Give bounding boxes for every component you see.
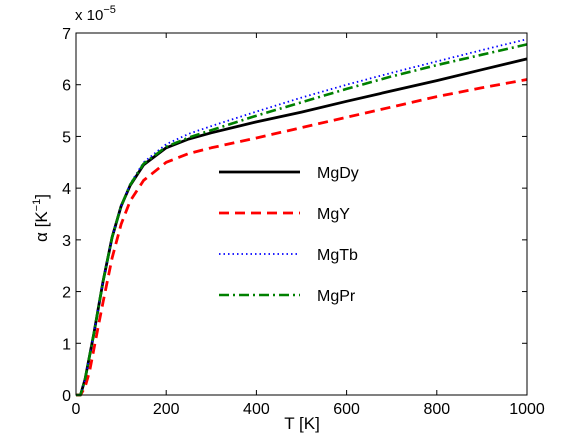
y-tick-label: 6	[62, 78, 71, 95]
y-axis-label-close: ]	[32, 194, 51, 199]
legend-label-mgy: MgY	[317, 206, 350, 223]
legend-label-mgdy: MgDy	[317, 165, 359, 182]
legend-label-mgtb: MgTb	[317, 247, 358, 264]
plot-frame	[75, 32, 528, 396]
x-axis-label: T [K]	[284, 414, 320, 433]
x-tick-label: 200	[153, 401, 180, 418]
legend: MgDy MgY MgTb MgPr	[219, 165, 359, 305]
series-line-mgpr	[76, 43, 528, 397]
y-tick-label: 7	[62, 26, 71, 43]
x-tick-label: 1000	[509, 401, 545, 418]
y-axis-label: α [K−1]	[31, 194, 51, 242]
plot-background	[76, 33, 527, 395]
y-axis-label-main: α [K	[32, 211, 51, 242]
axis-exponent-power: −5	[103, 4, 116, 16]
x-tick-label: 400	[243, 401, 270, 418]
y-tick-label: 3	[62, 233, 71, 250]
x-tick-label: 600	[333, 401, 360, 418]
y-tick-label: 2	[62, 285, 71, 302]
y-axis-label-exponent: −1	[31, 199, 43, 212]
y-tick-label: 0	[62, 388, 71, 405]
x-tick-label: 0	[72, 401, 81, 418]
y-tick-label: 5	[62, 129, 71, 146]
plot-area	[76, 33, 527, 395]
axis-exponent-base: x 10	[75, 7, 103, 24]
x-tick-label: 800	[423, 401, 450, 418]
y-tick-label: 1	[62, 336, 71, 353]
series-layer	[76, 38, 528, 397]
axes: 0 200 400 600 800 1000 0 1 2 3 4 5 6 7	[62, 26, 545, 418]
legend-label-mgpr: MgPr	[317, 288, 356, 305]
series-line-mgy	[76, 78, 528, 397]
axis-exponent: x 10−5	[75, 4, 116, 24]
y-tick-label: 4	[62, 181, 71, 198]
